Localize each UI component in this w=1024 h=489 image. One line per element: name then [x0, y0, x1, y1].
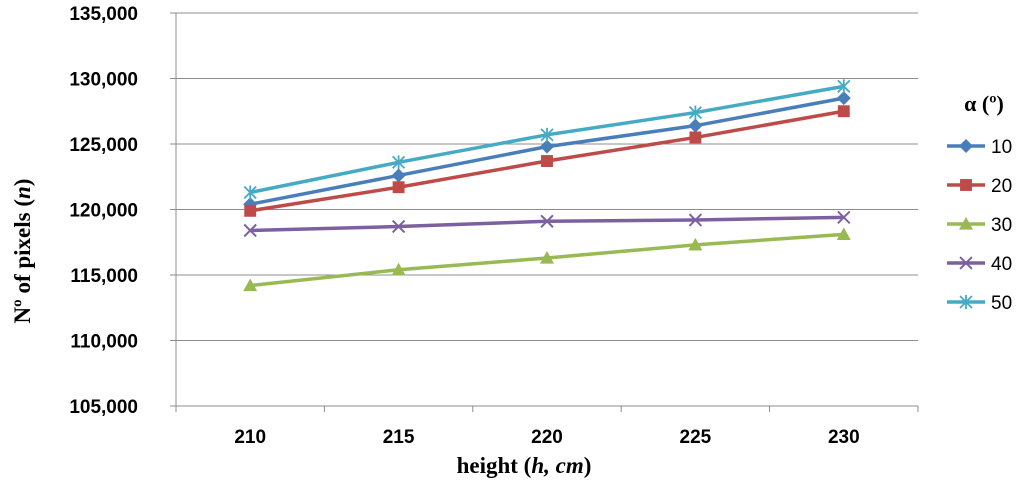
data-point — [391, 262, 406, 276]
legend-title: α (º) — [964, 91, 1004, 116]
data-point — [837, 79, 851, 94]
series-40 — [243, 210, 851, 238]
legend-marker — [959, 256, 973, 270]
x-tick-label: 220 — [531, 427, 563, 448]
data-point — [836, 227, 851, 240]
data-point — [689, 131, 702, 144]
data-point — [837, 210, 851, 225]
legend-item-10: 10 — [947, 137, 1012, 158]
data-point — [391, 168, 406, 183]
data-point — [540, 127, 554, 142]
series-30 — [243, 227, 851, 292]
x-tick-labels: 210 215 220 225 230 — [234, 427, 859, 448]
legend-label: 50 — [991, 293, 1012, 314]
series-10 — [243, 91, 851, 212]
data-point — [244, 204, 257, 217]
legend-marker — [959, 295, 973, 309]
data-point — [836, 91, 851, 106]
legend-label: 30 — [991, 215, 1012, 236]
data-point — [688, 105, 702, 120]
y-tick-labels: 105,000 110,000 115,000 120,000 125,000 130,0… — [69, 4, 138, 418]
y-tick-label: 120,000 — [69, 201, 138, 222]
legend-label: 40 — [991, 254, 1012, 275]
grid-lines — [176, 12, 918, 341]
legend-marker — [959, 217, 973, 230]
data-point — [243, 223, 257, 238]
data-point — [392, 155, 406, 170]
x-tick-label: 215 — [383, 427, 415, 448]
y-tick-label: 110,000 — [70, 332, 138, 353]
x-tick-label: 210 — [234, 427, 266, 448]
series-line — [250, 215, 844, 233]
data-point — [540, 139, 554, 154]
legend-items: 10 20 30 40 50 — [947, 137, 1012, 314]
data-point — [392, 181, 405, 194]
data-point — [391, 219, 406, 234]
legend-item-20: 20 — [947, 176, 1012, 197]
series-50 — [243, 79, 851, 200]
legend-item-40: 40 — [947, 254, 1012, 275]
x-tick-label: 230 — [828, 427, 860, 448]
x-axis-title: height (h, cm) — [457, 453, 592, 478]
series-lines — [243, 79, 851, 292]
y-tick-label: 115,000 — [70, 266, 138, 287]
y-tick-label: 125,000 — [69, 135, 138, 156]
legend-item-50: 50 — [947, 293, 1012, 314]
data-point — [688, 118, 703, 133]
legend-marker — [959, 139, 973, 153]
data-point — [688, 237, 703, 251]
x-tick-label: 225 — [680, 427, 712, 448]
data-point — [540, 214, 554, 228]
data-point — [688, 213, 703, 227]
data-point — [837, 105, 850, 118]
axes — [170, 12, 919, 412]
data-point — [540, 250, 554, 264]
y-axis-title: Nº of pixels (n) — [10, 179, 35, 324]
y-tick-label: 105,000 — [69, 397, 138, 418]
data-point — [243, 278, 258, 292]
legend-label: 10 — [991, 137, 1012, 158]
y-tick-label: 135,000 — [69, 4, 138, 25]
y-tick-label: 130,000 — [69, 70, 138, 91]
legend: α (º) 10 20 30 40 50 — [947, 91, 1012, 314]
legend-label: 20 — [991, 176, 1012, 197]
data-point — [243, 185, 257, 200]
legend-marker — [960, 179, 972, 191]
series-20 — [244, 105, 850, 217]
legend-item-30: 30 — [947, 215, 1012, 236]
data-point — [541, 155, 553, 167]
